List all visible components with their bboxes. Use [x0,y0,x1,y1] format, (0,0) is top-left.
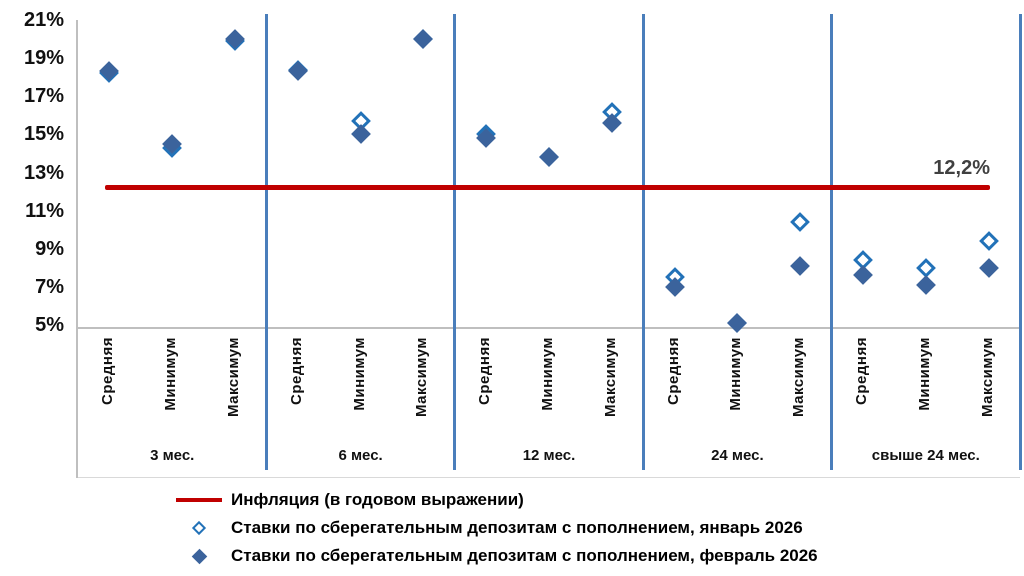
category-area-bottom-line [78,477,1020,478]
category-label: Средняя [853,337,870,405]
data-point-marker [99,61,120,82]
y-axis-tick-label: 7% [35,275,64,298]
legend-item-january: Ставки по сберегательным депозитам с поп… [176,514,818,542]
category-label: Максимум [601,337,619,418]
data-point-marker [539,147,559,168]
inflation-line-swatch [176,498,222,502]
group-separator [641,14,645,470]
category-label: Максимум [413,337,431,418]
group-separator [453,14,457,470]
data-point-marker [790,212,811,232]
category-label: Минимум [539,337,556,411]
group-separator [264,14,268,470]
legend-item-february: Ставки по сберегательным депозитам с поп… [176,542,818,570]
y-axis-tick-label: 13% [23,161,64,184]
legend-label-january: Ставки по сберегательным депозитам с поп… [231,518,803,537]
category-label: Средняя [99,337,117,405]
data-point-marker [413,29,434,49]
y-axis-tick-label: 15% [23,123,64,146]
y-axis-tick-label: 5% [35,314,64,336]
category-label: Максимум [225,337,242,418]
data-point-marker [350,124,371,145]
legend-item-inflation: Инфляция (в годовом выражении) [176,486,818,514]
data-point-marker [978,257,999,278]
x-axis-line [78,327,1020,329]
data-point-marker [853,265,873,286]
inflation-line [105,185,990,191]
category-label: Средняя [476,337,494,405]
data-point-marker [978,231,999,252]
filled-diamond-icon [191,548,207,564]
open-diamond-icon [191,520,207,536]
category-label: Минимум [915,337,933,411]
y-axis-tick-label: 17% [23,85,64,108]
legend-label-inflation: Инфляция (в годовом выражении) [231,490,524,509]
y-axis-tick-label: 21% [23,9,64,31]
data-point-marker [727,313,748,333]
group-label: 24 мес. [711,447,764,464]
group-separator [1018,14,1022,470]
category-label: Средняя [664,337,682,405]
group-separator [830,14,834,470]
y-axis-tick-label: 9% [35,237,64,260]
category-label: Минимум [350,337,368,411]
inflation-value-label: 12,2% [933,156,990,179]
data-point-marker [915,275,936,295]
group-label: 12 мес. [522,447,576,464]
data-point-marker [601,113,622,133]
legend-label-february: Ставки по сберегательным депозитам с поп… [231,546,818,565]
group-label: 6 мес. [338,447,383,464]
y-axis-tick-label: 11% [25,199,64,222]
data-point-marker [790,256,811,276]
legend: Инфляция (в годовом выражении) Ставки по… [176,486,818,570]
data-point-marker [287,61,308,82]
category-label: Средняя [287,337,305,405]
group-label: свыше 24 мес. [871,447,980,464]
y-axis-tick-label: 19% [23,47,64,70]
y-axis-line [76,20,78,478]
category-label: Максимум [790,337,808,418]
group-label: 3 мес. [150,447,195,464]
category-label: Минимум [162,337,180,411]
data-point-marker [225,29,245,49]
category-label: Максимум [978,337,996,418]
category-label: Минимум [727,337,745,411]
